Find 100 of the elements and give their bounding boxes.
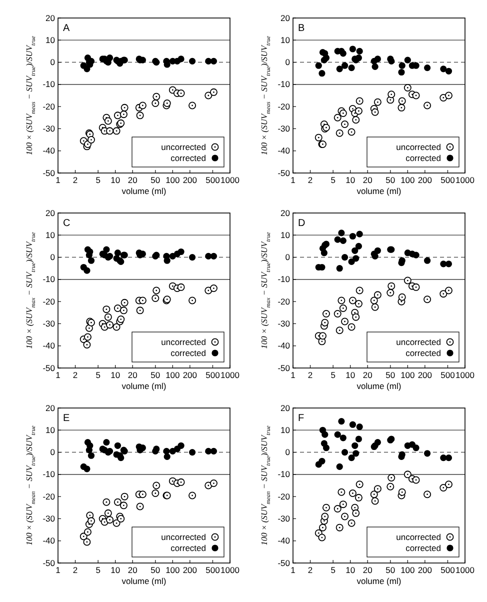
- y-tick-label: -30: [42, 318, 56, 329]
- y-tick-label: -20: [278, 491, 290, 502]
- x-tick-label: 2: [308, 175, 313, 185]
- x-tick-label: 1000: [456, 175, 475, 185]
- x-tick-label: 500: [440, 370, 456, 380]
- x-tick-label: 1000: [220, 565, 240, 575]
- x-tick-label: 200: [182, 565, 198, 575]
- legend-label: corrected: [170, 542, 206, 553]
- x-tick-label: 50: [150, 175, 160, 185]
- x-tick-label: 5: [96, 370, 101, 380]
- x-tick-label: 5: [96, 565, 101, 575]
- x-tick-label: 10: [346, 370, 356, 380]
- x-tick-label: 1000: [456, 565, 475, 575]
- y-tick-label: -10: [42, 274, 56, 284]
- y-tick-label: -40: [42, 536, 56, 546]
- x-tick-label: 20: [362, 370, 373, 380]
- x-axis-title: volume (ml): [122, 186, 166, 196]
- x-tick-label: 1000: [220, 370, 240, 380]
- y-tick-label: 0: [285, 447, 290, 458]
- x-tick-label: 1000: [220, 175, 240, 185]
- y-tick-label: -20: [278, 101, 290, 112]
- y-tick-label: 10: [46, 424, 56, 435]
- y-tick-label: -30: [42, 514, 56, 524]
- y-tick-label: -50: [278, 362, 290, 373]
- y-tick-label: 20: [280, 208, 290, 218]
- y-tick-label: -20: [42, 491, 56, 502]
- y-tick-label: -50: [42, 168, 56, 178]
- x-tick-label: 50: [150, 370, 160, 380]
- x-tick-label: 200: [182, 370, 198, 380]
- y-tick-label: -20: [42, 296, 56, 306]
- x-tick-label: 2: [72, 370, 78, 380]
- x-tick-label: 1: [56, 175, 61, 185]
- y-tick-label: -40: [42, 340, 56, 351]
- x-tick-label: 2: [72, 565, 78, 575]
- x-tick-label: 5: [330, 370, 336, 380]
- y-tick-label: 10: [280, 424, 290, 435]
- legend-label: corrected: [406, 542, 442, 553]
- x-tick-label: 100: [400, 565, 416, 575]
- y-tick-label: -50: [278, 168, 290, 178]
- y-tick-label: 0: [285, 252, 290, 262]
- y-tick-label: 0: [50, 447, 56, 458]
- x-tick-label: 100: [166, 370, 180, 380]
- x-tick-label: 50: [386, 565, 396, 575]
- x-tick-label: 100: [166, 175, 180, 185]
- x-tick-label: 500: [206, 175, 220, 185]
- x-tick-label: 2: [308, 370, 313, 380]
- y-tick-label: -10: [278, 79, 290, 90]
- x-tick-label: 20: [128, 370, 138, 380]
- x-tick-label: 500: [206, 565, 220, 575]
- x-tick-label: 5: [330, 175, 336, 185]
- x-axis-title: volume (ml): [356, 186, 402, 196]
- y-tick-label: 0: [50, 57, 56, 68]
- x-tick-label: 500: [440, 565, 456, 575]
- x-tick-label: 1: [56, 565, 61, 575]
- y-tick-label: 20: [46, 208, 56, 218]
- y-tick-label: -40: [278, 340, 290, 351]
- x-tick-label: 200: [418, 175, 432, 185]
- x-tick-label: 5: [96, 175, 101, 185]
- x-tick-label: 10: [110, 565, 120, 575]
- legend-label: uncorrected: [161, 142, 206, 152]
- text: A: [63, 23, 70, 34]
- y-tick-label: -10: [278, 274, 290, 284]
- x-tick-label: 200: [182, 175, 198, 185]
- y-tick-label: 10: [46, 34, 56, 45]
- text: F: [298, 413, 304, 424]
- x-tick-label: 10: [346, 565, 356, 575]
- x-axis-title: volume (ml): [122, 576, 166, 586]
- legend-label: corrected: [406, 348, 442, 358]
- y-tick-label: -10: [42, 469, 56, 480]
- y-tick-label: 0: [50, 252, 56, 262]
- y-tick-label: 10: [280, 230, 290, 240]
- x-tick-label: 2: [72, 175, 78, 185]
- y-tick-label: -10: [42, 79, 56, 90]
- x-tick-label: 50: [150, 565, 160, 575]
- y-tick-label: 10: [280, 34, 290, 45]
- y-tick-label: -20: [42, 101, 56, 112]
- x-axis-title: volume (ml): [122, 381, 166, 391]
- legend-label: corrected: [406, 152, 442, 163]
- legend-label: uncorrected: [161, 336, 206, 347]
- x-tick-label: 20: [362, 565, 373, 575]
- y-tick-label: -30: [42, 124, 56, 134]
- y-tick-label: -50: [42, 558, 56, 568]
- x-tick-label: 10: [346, 175, 356, 185]
- x-tick-label: 1000: [456, 370, 475, 380]
- legend-label: uncorrected: [396, 142, 442, 152]
- text: C: [63, 218, 70, 229]
- legend-label: uncorrected: [161, 532, 206, 542]
- y-tick-label: -20: [278, 296, 290, 306]
- y-tick-label: -50: [278, 558, 290, 568]
- legend-label: uncorrected: [396, 532, 442, 542]
- y-tick-label: 20: [280, 402, 290, 413]
- y-tick-label: -30: [278, 514, 290, 524]
- text: B: [298, 23, 305, 34]
- x-tick-label: 1: [290, 370, 296, 380]
- x-tick-label: 100: [400, 370, 416, 380]
- x-tick-label: 200: [418, 565, 432, 575]
- y-tick-label: 0: [285, 57, 290, 68]
- y-tick-label: -40: [278, 146, 290, 156]
- legend-label: uncorrected: [396, 336, 442, 347]
- y-tick-label: -50: [42, 362, 56, 373]
